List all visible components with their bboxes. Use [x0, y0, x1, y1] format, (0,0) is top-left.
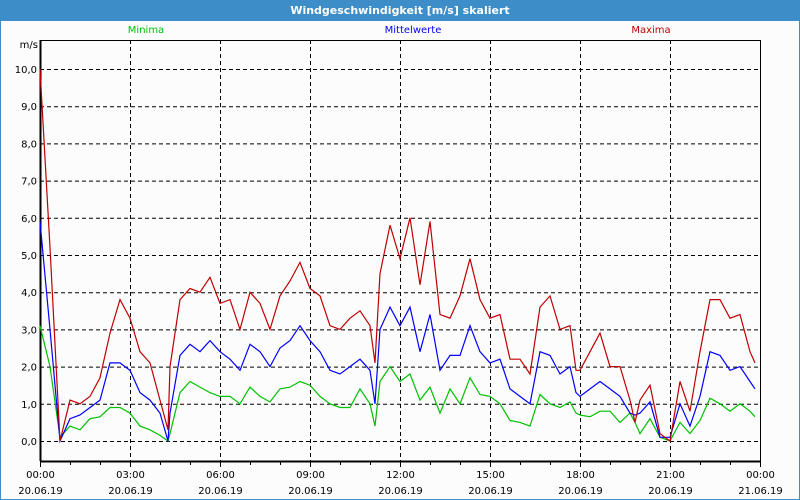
x-tick-date: 20.06.19 [378, 486, 423, 497]
y-tick-label: 6,0 [21, 214, 37, 225]
y-tick-label: 3,0 [21, 325, 37, 336]
y-tick-label: 1,0 [21, 400, 37, 411]
x-tick-time: 21:00 [656, 470, 685, 481]
x-tick-time: 00:00 [746, 470, 775, 481]
window-title: Windgeschwindigkeit [m/s] skaliert [1, 1, 799, 21]
series-line-minima [39, 325, 756, 442]
x-tick-time: 00:00 [26, 470, 55, 481]
legend-maxima: Maxima [631, 25, 671, 36]
y-tick-label: 0,0 [21, 437, 37, 448]
x-tick-time: 09:00 [296, 470, 325, 481]
x-tick-date: 21.06.19 [738, 486, 783, 497]
x-tick-time: 12:00 [386, 470, 415, 481]
x-tick-date: 20.06.19 [558, 486, 603, 497]
series-line-maxima [39, 68, 756, 443]
x-tick-date: 20.06.19 [198, 486, 243, 497]
y-tick-label: 8,0 [21, 139, 37, 150]
x-tick-time: 15:00 [476, 470, 505, 481]
x-tick-time: 06:00 [206, 470, 235, 481]
y-axis-label: m/s [20, 40, 38, 51]
series-line-mittelwerte [39, 221, 756, 444]
y-tick-label: 4,0 [21, 288, 37, 299]
x-tick-date: 20.06.19 [288, 486, 333, 497]
y-tick-label: 7,0 [21, 177, 37, 188]
x-tick-date: 20.06.19 [18, 486, 63, 497]
x-tick-time: 18:00 [566, 470, 595, 481]
x-tick-date: 20.06.19 [108, 486, 153, 497]
legend-minima: Minima [127, 25, 165, 36]
y-tick-label: 9,0 [21, 102, 37, 113]
x-tick-time: 03:00 [116, 470, 145, 481]
y-tick-label: 5,0 [21, 251, 37, 262]
x-tick-date: 20.06.19 [468, 486, 513, 497]
x-tick-date: 20.06.19 [648, 486, 693, 497]
legend-mittelwerte: Mittelwerte [384, 25, 442, 36]
y-tick-label: 10,0 [15, 65, 37, 76]
y-tick-label: 2,0 [21, 363, 37, 374]
